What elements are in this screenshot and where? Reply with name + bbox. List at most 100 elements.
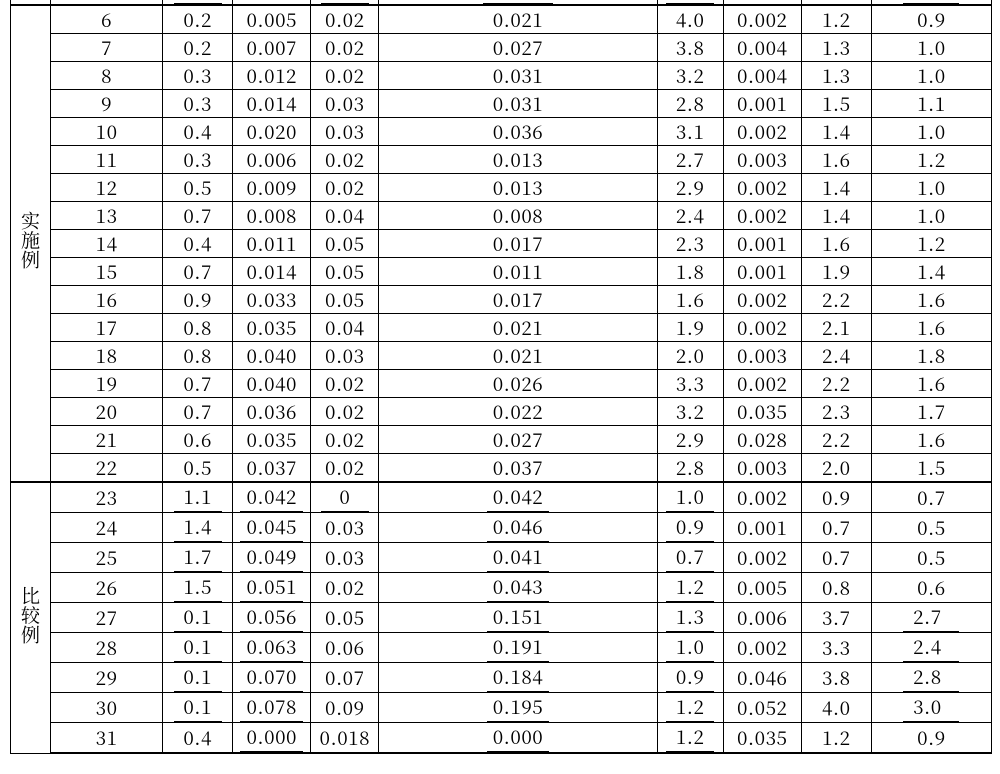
cell-h: 1.8 — [871, 342, 991, 370]
table-row: 70.20.0070.020.0273.80.0041.31.0 — [11, 34, 992, 62]
cell-a: 0.6 — [163, 426, 233, 454]
cell-n: 12 — [51, 174, 163, 202]
cell-b: 0.006 — [233, 146, 311, 174]
cell-g: 1.4 — [801, 174, 871, 202]
cell-f: 0.002 — [723, 482, 801, 513]
cell-h: 1.0 — [871, 174, 991, 202]
cell-f: 0.002 — [723, 118, 801, 146]
cell-f: 0.001 — [723, 513, 801, 543]
cell-f: 0.002 — [723, 286, 801, 314]
cell-d: 0.022 — [379, 398, 657, 426]
cell-n: 24 — [51, 513, 163, 543]
cell-e: 1.2 — [657, 723, 723, 754]
cell-a: 0.7 — [163, 370, 233, 398]
cell-a: 0.1 — [163, 603, 233, 633]
cell-n: 11 — [51, 146, 163, 174]
cell-c: 0.03 — [311, 513, 379, 543]
cell-e: 1.3 — [657, 603, 723, 633]
table-row: 90.30.0140.030.0312.80.0011.51.1 — [11, 90, 992, 118]
cell-c: 0.03 — [311, 90, 379, 118]
table-row: 280.10.0630.060.1911.00.0023.32.4 — [11, 633, 992, 663]
cell-g: 1.3 — [801, 34, 871, 62]
cell-e: 1.9 — [657, 314, 723, 342]
cell-b: 0.007 — [233, 34, 311, 62]
group-label: 比较例 — [11, 482, 51, 753]
cell-c: 0.03 — [311, 342, 379, 370]
cell-c: 0.02 — [311, 5, 379, 34]
cell-h: 3.0 — [871, 693, 991, 723]
cell-e: 1.6 — [657, 286, 723, 314]
cell-f: 0.002 — [723, 370, 801, 398]
cell-a: 0.5 — [163, 174, 233, 202]
cell-g: 2.1 — [801, 314, 871, 342]
cell-e: 2.9 — [657, 426, 723, 454]
cell-g: 3.8 — [801, 663, 871, 693]
cell-h: 1.1 — [871, 90, 991, 118]
table-row: 300.10.0780.090.1951.20.0524.03.0 — [11, 693, 992, 723]
cell-d: 0.043 — [379, 573, 657, 603]
cell-h: 1.2 — [871, 230, 991, 258]
cell-n: 27 — [51, 603, 163, 633]
cell-c: 0 — [311, 482, 379, 513]
cell-c: 0.04 — [311, 202, 379, 230]
cell-h: 0.5 — [871, 513, 991, 543]
cell-h: 2.8 — [871, 663, 991, 693]
cell-h: 1.0 — [871, 118, 991, 146]
table-row: 310.40.0000.0180.0001.20.0351.20.9 — [11, 723, 992, 754]
cell-b: 0.035 — [233, 426, 311, 454]
cell-e: 2.7 — [657, 146, 723, 174]
cell-b: 0.040 — [233, 370, 311, 398]
cell-a: 0.4 — [163, 118, 233, 146]
cell-b: 0.020 — [233, 118, 311, 146]
cell-c: 0.02 — [311, 454, 379, 483]
cell-g: 2.2 — [801, 370, 871, 398]
cell-a: 0.7 — [163, 398, 233, 426]
table-row: 261.50.0510.020.0431.20.0050.80.6 — [11, 573, 992, 603]
cell-g: 3.3 — [801, 633, 871, 663]
cell-c: 0.03 — [311, 543, 379, 573]
cell-f: 0.035 — [723, 398, 801, 426]
cell-c: 0.06 — [311, 633, 379, 663]
cell-e: 1.8 — [657, 258, 723, 286]
cell-n: 9 — [51, 90, 163, 118]
cell-a: 0.3 — [163, 146, 233, 174]
cell-h: 0.9 — [871, 5, 991, 34]
cell-d: 0.013 — [379, 174, 657, 202]
cell-e: 2.4 — [657, 202, 723, 230]
cell-e: 1.0 — [657, 482, 723, 513]
cell-e: 0.9 — [657, 513, 723, 543]
cell-n: 19 — [51, 370, 163, 398]
cell-g: 0.7 — [801, 543, 871, 573]
cell-d: 0.027 — [379, 34, 657, 62]
cell-a: 0.1 — [163, 693, 233, 723]
cell-g: 1.2 — [801, 5, 871, 34]
cell-d: 0.195 — [379, 693, 657, 723]
cell-d: 0.037 — [379, 454, 657, 483]
cell-h: 0.5 — [871, 543, 991, 573]
cell-c: 0.05 — [311, 230, 379, 258]
cell-a: 0.2 — [163, 34, 233, 62]
cell-f: 0.001 — [723, 230, 801, 258]
table-row: 比较例231.10.04200.0421.00.0020.90.7 — [11, 482, 992, 513]
cell-c: 0.05 — [311, 258, 379, 286]
cell-b: 0.014 — [233, 258, 311, 286]
cell-d: 0.021 — [379, 342, 657, 370]
cell-e: 2.3 — [657, 230, 723, 258]
cell-d: 0.042 — [379, 482, 657, 513]
cell-n: 15 — [51, 258, 163, 286]
cell-n: 8 — [51, 62, 163, 90]
table-row: 150.70.0140.050.0111.80.0011.91.4 — [11, 258, 992, 286]
cell-f: 0.046 — [723, 663, 801, 693]
cell-n: 14 — [51, 230, 163, 258]
cell-a: 0.2 — [163, 5, 233, 34]
cell-a: 0.3 — [163, 62, 233, 90]
cell-f: 0.003 — [723, 146, 801, 174]
cell-g: 0.8 — [801, 573, 871, 603]
table-row: 270.10.0560.050.1511.30.0063.72.7 — [11, 603, 992, 633]
cell-f: 0.006 — [723, 603, 801, 633]
cell-h: 0.7 — [871, 482, 991, 513]
cell-f: 0.005 — [723, 573, 801, 603]
cell-a: 0.7 — [163, 258, 233, 286]
cell-b: 0.056 — [233, 603, 311, 633]
cell-a: 0.7 — [163, 202, 233, 230]
